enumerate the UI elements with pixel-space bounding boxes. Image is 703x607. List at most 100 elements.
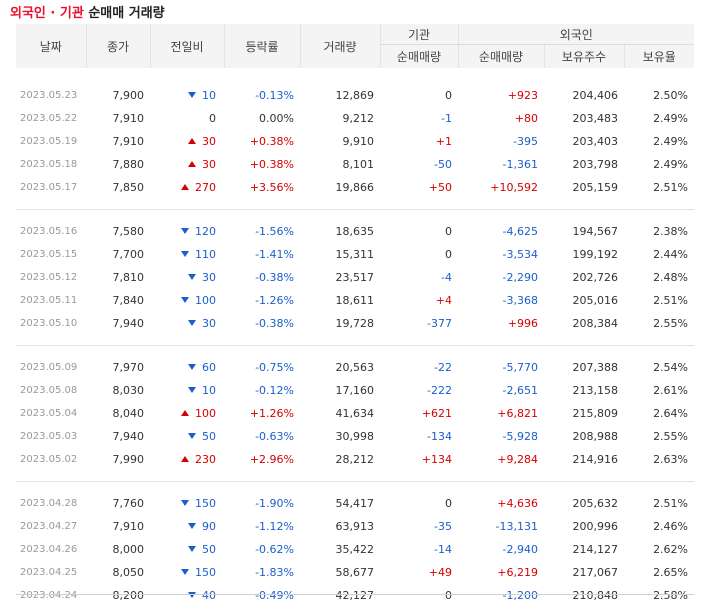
cell-foreign-net: +4,636 [497, 497, 538, 510]
change-value: 30 [202, 135, 216, 148]
cell-foreign-ratio: 2.55% [653, 317, 689, 330]
cell-close: 7,910 [112, 135, 145, 148]
cell-foreign-holdings: 207,388 [572, 361, 619, 374]
cell-foreign-holdings: 208,988 [572, 430, 619, 443]
cell-change: 100 [150, 402, 224, 425]
cell-close: 7,940 [112, 430, 145, 443]
table-row: 2023.04.26 8,000 50 -0.62% 35,422 -14 -2,940 21… [16, 538, 694, 561]
change-value: 40 [202, 589, 216, 602]
cell-close: 7,700 [112, 248, 145, 261]
cell-volume: 18,611 [335, 294, 375, 307]
cell-rate: +1.26% [249, 407, 294, 420]
cell-volume: 30,998 [335, 430, 375, 443]
cell-foreign-ratio: 2.61% [653, 384, 689, 397]
triangle-up-icon [181, 184, 189, 190]
cell-change: 30 [150, 312, 224, 335]
cell-date: 2023.05.09 [20, 362, 78, 373]
cell-rate: +0.38% [249, 158, 294, 171]
cell-volume: 41,634 [335, 407, 375, 420]
cell-close: 7,850 [112, 181, 145, 194]
cell-foreign-holdings: 202,726 [572, 271, 619, 284]
cell-volume: 17,160 [335, 384, 375, 397]
cell-foreign-ratio: 2.65% [653, 566, 689, 579]
cell-close: 7,900 [112, 89, 145, 102]
cell-volume: 8,101 [342, 158, 375, 171]
triangle-down-icon [181, 500, 189, 506]
cell-volume: 12,869 [335, 89, 375, 102]
title-rest: 순매매 거래량 [83, 6, 165, 21]
cell-foreign-net: +923 [507, 89, 538, 102]
header-institution-net: 순매매량 [379, 44, 458, 68]
table-header: 날짜 종가 전일비 등락률 거래량 기관 외국인 순매매량 순매매량 보유주수 … [16, 24, 695, 68]
cell-date: 2023.05.18 [20, 159, 78, 170]
table-row: 2023.05.16 7,580 120 -1.56% 18,635 0 -4,625 194… [16, 220, 694, 243]
cell-rate: -1.90% [255, 497, 294, 510]
triangle-down-icon [181, 228, 189, 234]
header-foreign-group: 외국인 [457, 24, 695, 46]
cell-institution-net: -4 [441, 271, 452, 284]
cell-date: 2023.05.12 [20, 272, 78, 283]
change-value: 50 [202, 430, 216, 443]
header-foreign-net: 순매매량 [457, 44, 544, 68]
cell-foreign-net: -2,940 [502, 543, 538, 556]
cell-institution-net: +1 [435, 135, 452, 148]
cell-institution-net: -50 [434, 158, 452, 171]
cell-foreign-holdings: 204,406 [572, 89, 619, 102]
header-institution-group: 기관 [379, 24, 458, 46]
cell-change: 100 [150, 289, 224, 312]
cell-date: 2023.05.16 [20, 226, 78, 237]
triangle-up-icon [188, 138, 196, 144]
cell-foreign-holdings: 214,916 [572, 453, 619, 466]
change-value: 150 [195, 566, 216, 579]
row-spacer [16, 471, 694, 482]
table-bottom-border [16, 594, 694, 595]
cell-date: 2023.05.11 [20, 295, 78, 306]
cell-foreign-net: +6,821 [497, 407, 538, 420]
cell-foreign-ratio: 2.51% [653, 181, 689, 194]
cell-rate: +2.96% [249, 453, 294, 466]
cell-foreign-net: -1,200 [502, 589, 538, 602]
cell-date: 2023.04.26 [20, 544, 78, 555]
cell-foreign-holdings: 217,067 [572, 566, 619, 579]
cell-foreign-holdings: 205,016 [572, 294, 619, 307]
cell-close: 7,940 [112, 317, 145, 330]
cell-date: 2023.04.25 [20, 567, 78, 578]
change-value: 50 [202, 543, 216, 556]
row-spacer [16, 482, 694, 492]
cell-date: 2023.04.28 [20, 498, 78, 509]
cell-change: 120 [150, 220, 224, 243]
cell-foreign-holdings: 200,996 [572, 520, 619, 533]
cell-volume: 23,517 [335, 271, 375, 284]
cell-institution-net: +49 [428, 566, 452, 579]
cell-close: 8,030 [112, 384, 145, 397]
table-row: 2023.04.25 8,050 150 -1.83% 58,677 +49 +6,219 2… [16, 561, 694, 584]
cell-date: 2023.05.03 [20, 431, 78, 442]
cell-foreign-net: -5,770 [502, 361, 538, 374]
section-title: 외국인 · 기관 순매매 거래량 [10, 2, 165, 21]
triangle-down-icon [181, 569, 189, 575]
change-value: 100 [195, 407, 216, 420]
cell-change: 230 [150, 448, 224, 471]
cell-volume: 42,127 [335, 589, 375, 602]
cell-date: 2023.05.17 [20, 182, 78, 193]
cell-date: 2023.05.23 [20, 90, 78, 101]
cell-foreign-net: -3,368 [502, 294, 538, 307]
cell-foreign-net: +6,219 [497, 566, 538, 579]
header-close: 종가 [85, 24, 150, 68]
table-row: 2023.05.04 8,040 100 +1.26% 41,634 +621 +6,821… [16, 402, 694, 425]
row-spacer [16, 335, 694, 346]
table-row: 2023.05.15 7,700 110 -1.41% 15,311 0 -3,534 199… [16, 243, 694, 266]
cell-close: 7,910 [112, 112, 145, 125]
cell-rate: -1.41% [255, 248, 294, 261]
cell-change: 150 [150, 561, 224, 584]
triangle-down-icon [188, 320, 196, 326]
cell-institution-net: 0 [445, 89, 452, 102]
cell-foreign-net: +996 [507, 317, 538, 330]
cell-change: 110 [150, 243, 224, 266]
cell-foreign-ratio: 2.55% [653, 430, 689, 443]
cell-foreign-ratio: 2.51% [653, 294, 689, 307]
table-row: 2023.05.03 7,940 50 -0.63% 30,998 -134 -5,928 2… [16, 425, 694, 448]
cell-foreign-ratio: 2.54% [653, 361, 689, 374]
cell-foreign-net: +10,592 [490, 181, 538, 194]
cell-foreign-ratio: 2.49% [653, 112, 689, 125]
